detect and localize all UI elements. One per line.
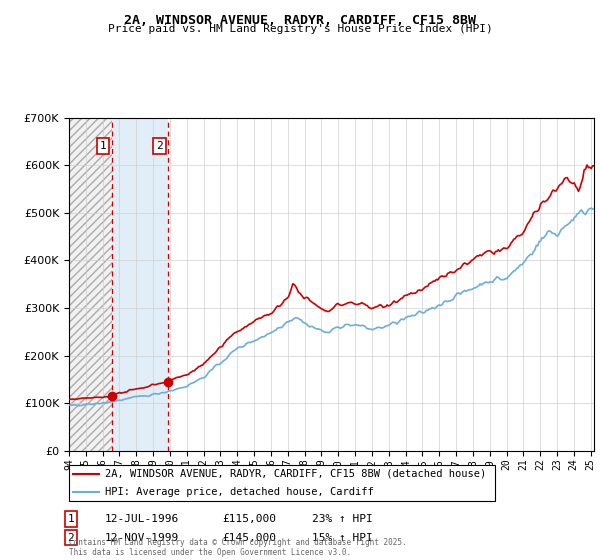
Bar [112,118,168,451]
Text: 15% ↑ HPI: 15% ↑ HPI [312,533,373,543]
Text: Contains HM Land Registry data © Crown copyright and database right 2025.
This d: Contains HM Land Registry data © Crown c… [69,538,407,557]
Text: 2A, WINDSOR AVENUE, RADYR, CARDIFF, CF15 8BW: 2A, WINDSOR AVENUE, RADYR, CARDIFF, CF15… [124,14,476,27]
Text: £145,000: £145,000 [222,533,276,543]
Text: 1: 1 [67,514,74,524]
Bar [69,118,112,451]
Text: 1: 1 [100,141,107,151]
Text: 2A, WINDSOR AVENUE, RADYR, CARDIFF, CF15 8BW (detached house): 2A, WINDSOR AVENUE, RADYR, CARDIFF, CF15… [105,469,487,479]
Text: 23% ↑ HPI: 23% ↑ HPI [312,514,373,524]
Text: 2: 2 [67,533,74,543]
Text: £115,000: £115,000 [222,514,276,524]
Text: Price paid vs. HM Land Registry's House Price Index (HPI): Price paid vs. HM Land Registry's House … [107,24,493,34]
Text: 12-NOV-1999: 12-NOV-1999 [105,533,179,543]
Text: 2: 2 [156,141,163,151]
Text: HPI: Average price, detached house, Cardiff: HPI: Average price, detached house, Card… [105,487,374,497]
Text: 12-JUL-1996: 12-JUL-1996 [105,514,179,524]
Bar [69,118,112,451]
